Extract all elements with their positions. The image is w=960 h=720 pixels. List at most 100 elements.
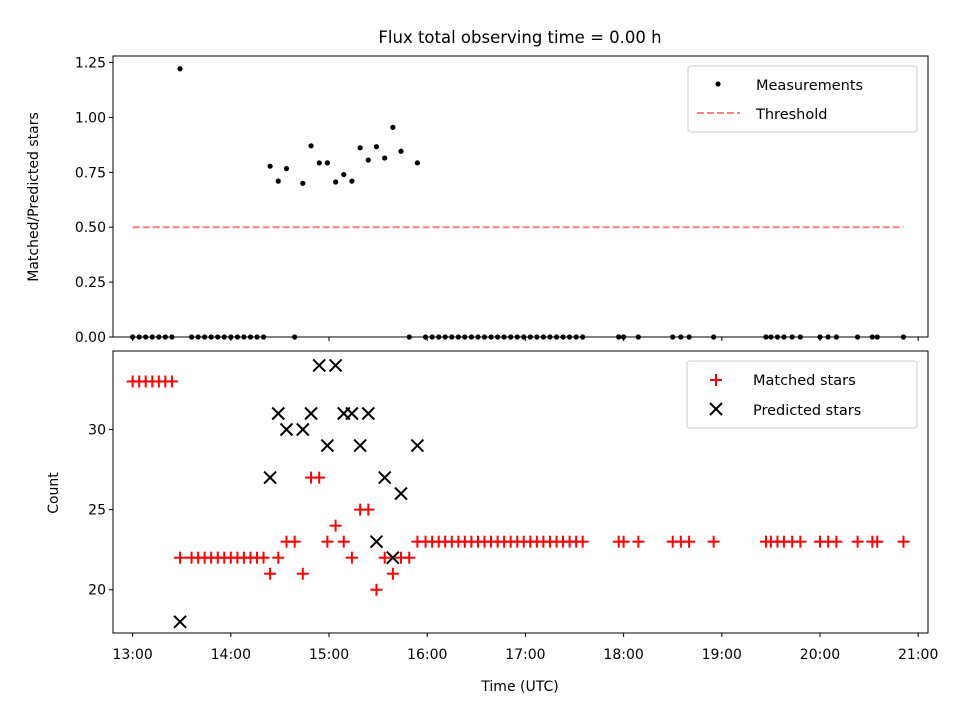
top-y-ticks: 0.00 0.25 0.50 0.75 1.00 1.25 bbox=[75, 56, 113, 346]
matched-star-point bbox=[386, 567, 399, 580]
matched-star-point bbox=[329, 519, 342, 532]
matched-star-point bbox=[321, 535, 334, 548]
predicted-star-point bbox=[328, 358, 343, 373]
measurement-point bbox=[324, 160, 330, 166]
predicted-star-point bbox=[263, 470, 277, 485]
bottom-y-ticks: 20 25 30 bbox=[88, 423, 113, 599]
matched-star-point bbox=[683, 535, 696, 548]
predicted-star-point bbox=[345, 406, 359, 421]
matched-star-point bbox=[288, 535, 301, 548]
bottom-panel: 20 25 30 13:00 14:00 15:00 16:00 17:00 18:00 19:… bbox=[46, 350, 938, 695]
measurement-point bbox=[333, 179, 339, 185]
measurement-point bbox=[341, 171, 347, 178]
matched-star-point bbox=[165, 375, 178, 388]
predicted-star-point bbox=[312, 358, 326, 373]
legend-predicted-marker bbox=[709, 402, 723, 416]
measurement-point bbox=[414, 160, 420, 166]
x-tick-label: 15:00 bbox=[309, 647, 349, 663]
chart-title: Flux total observing time = 0.00 h bbox=[378, 28, 661, 47]
measurement-point bbox=[373, 144, 380, 150]
measurement-point bbox=[275, 178, 281, 184]
x-tick-label: 18:00 bbox=[603, 647, 643, 663]
legend-predicted-label: Predicted stars bbox=[753, 403, 861, 419]
matched-star-point bbox=[403, 551, 416, 564]
predicted-star-point bbox=[320, 438, 335, 453]
bottom-y-axis-label: Count bbox=[46, 472, 62, 514]
measurement-point bbox=[316, 160, 322, 166]
x-tick-label: 20:00 bbox=[800, 647, 840, 663]
matched-star-point bbox=[707, 535, 720, 548]
matched-star-point bbox=[830, 535, 843, 548]
matched-star-point bbox=[272, 551, 285, 564]
legend-measurements-label: Measurements bbox=[756, 78, 863, 94]
matched-star-point bbox=[378, 551, 391, 564]
predicted-star-point bbox=[386, 550, 400, 565]
y-tick-label: 1.00 bbox=[75, 110, 106, 126]
x-tick-label: 19:00 bbox=[702, 647, 742, 663]
bottom-legend-box bbox=[686, 360, 918, 429]
x-tick-label: 17:00 bbox=[505, 647, 545, 663]
matched-star-point bbox=[174, 551, 187, 564]
matched-star-point bbox=[264, 567, 277, 580]
matched-star-point bbox=[897, 535, 910, 548]
predicted-star-point bbox=[361, 406, 376, 421]
matched-star-point bbox=[313, 471, 326, 484]
matched-star-point bbox=[576, 535, 589, 548]
matched-star-point bbox=[851, 535, 864, 548]
predicted-star-point bbox=[271, 406, 285, 421]
measurement-point bbox=[177, 66, 183, 72]
y-tick-label: 0.50 bbox=[75, 220, 106, 236]
predicted-star-point bbox=[173, 615, 187, 629]
measurement-point bbox=[398, 148, 404, 154]
y-tick-label: 0.25 bbox=[75, 275, 106, 291]
x-tick-label: 14:00 bbox=[211, 647, 251, 663]
matched-star-point bbox=[296, 567, 309, 580]
predicted-star-point bbox=[369, 534, 384, 549]
predicted-star-point bbox=[377, 470, 392, 485]
matched-star-point bbox=[337, 535, 350, 548]
predicted-star-point bbox=[353, 438, 367, 453]
measurement-point bbox=[357, 145, 363, 151]
x-tick-label: 16:00 bbox=[407, 647, 447, 663]
y-tick-label: 30 bbox=[88, 423, 106, 439]
matched-star-point bbox=[257, 551, 270, 564]
measurement-point bbox=[300, 180, 306, 186]
matched-star-point bbox=[632, 535, 645, 548]
legend-matched-label: Matched stars bbox=[753, 373, 856, 389]
measurement-point bbox=[283, 166, 290, 172]
y-tick-label: 0.00 bbox=[75, 330, 106, 346]
bottom-legend: Matched stars Predicted stars bbox=[686, 360, 918, 429]
y-tick-label: 1.25 bbox=[75, 56, 106, 72]
matched-star-point bbox=[345, 551, 358, 564]
y-tick-label: 20 bbox=[88, 583, 106, 599]
top-x-ticks bbox=[132, 337, 919, 341]
matched-star-point bbox=[617, 535, 630, 548]
measurement-point bbox=[382, 155, 388, 161]
y-tick-label: 25 bbox=[88, 503, 106, 519]
matched-star-point bbox=[362, 503, 375, 516]
matched-star-point bbox=[871, 535, 884, 548]
top-panel: 0.00 0.25 0.50 0.75 1.00 1.25 Matched/Predict… bbox=[26, 55, 929, 346]
measurement-point bbox=[390, 124, 396, 130]
measurement-point bbox=[308, 143, 314, 149]
top-y-axis-label: Matched/Predicted stars bbox=[26, 112, 42, 282]
bottom-x-ticks: 13:00 14:00 15:00 16:00 17:00 18:00 19:00 20:00… bbox=[112, 633, 938, 663]
top-legend-box bbox=[687, 65, 918, 133]
measurement-point bbox=[365, 157, 371, 163]
predicted-star-point bbox=[410, 438, 425, 453]
predicted-star-point bbox=[279, 422, 294, 437]
top-axes-frame bbox=[112, 55, 929, 338]
measurement-point bbox=[349, 178, 355, 184]
legend-measurements-marker bbox=[715, 81, 721, 87]
x-tick-label: 21:00 bbox=[898, 647, 938, 663]
bottom-data-marks bbox=[126, 358, 910, 629]
measurement-point bbox=[267, 163, 273, 169]
matched-star-point bbox=[794, 535, 807, 548]
predicted-star-point bbox=[304, 406, 318, 421]
legend-threshold-label: Threshold bbox=[755, 107, 827, 123]
bottom-axes-frame bbox=[112, 350, 929, 634]
y-tick-label: 0.75 bbox=[75, 165, 106, 181]
top-legend: Measurements Threshold bbox=[687, 65, 918, 133]
x-axis-label: Time (UTC) bbox=[480, 679, 558, 695]
